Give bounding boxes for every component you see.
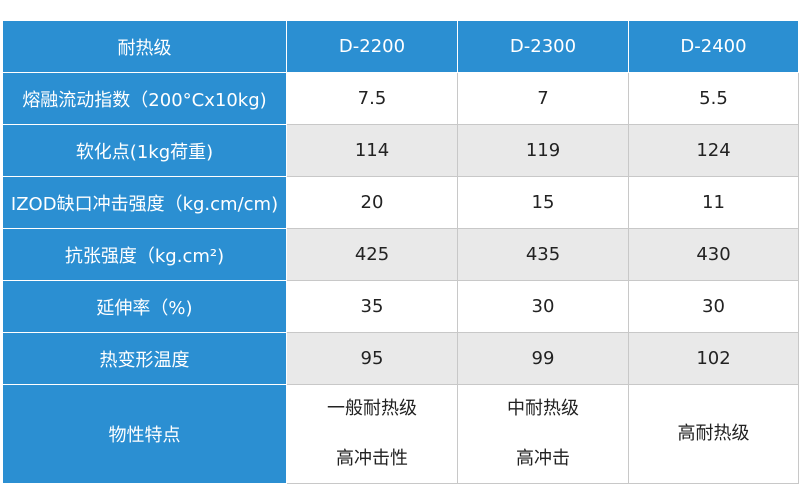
header-row: 耐热级 D-2200 D-2300 D-2400: [2, 20, 799, 73]
cell-line: 一般耐热级: [327, 398, 417, 419]
data-cell: 35: [286, 280, 458, 333]
data-cell: 435: [457, 228, 629, 281]
header-cell: 耐热级: [2, 20, 287, 73]
data-cell: 114: [286, 124, 458, 177]
data-cell: 15: [457, 176, 629, 229]
data-cell: 7.5: [286, 72, 458, 125]
data-cell: 高耐热级: [628, 384, 799, 484]
header-cell: D-2200: [286, 20, 458, 73]
data-row: IZOD缺口冲击强度（kg.cm/cm) 20 15 11: [2, 176, 799, 229]
data-cell: 11: [628, 176, 799, 229]
data-cell: 119: [457, 124, 629, 177]
data-cell: 425: [286, 228, 458, 281]
data-cell: 102: [628, 332, 799, 385]
data-row: 物性特点 一般耐热级 高冲击性 中耐热级 高冲击 高耐热级: [2, 384, 799, 484]
data-row: 熔融流动指数（200°Cx10kg) 7.5 7 5.5: [2, 72, 799, 125]
row-label: 熔融流动指数（200°Cx10kg): [2, 72, 287, 125]
data-cell: 124: [628, 124, 799, 177]
row-label: IZOD缺口冲击强度（kg.cm/cm): [2, 176, 287, 229]
cell-line: 高冲击: [516, 448, 570, 469]
data-cell: 30: [628, 280, 799, 333]
row-label: 物性特点: [2, 384, 287, 484]
data-row: 延伸率（%) 35 30 30: [2, 280, 799, 333]
data-cell: 20: [286, 176, 458, 229]
data-cell: 99: [457, 332, 629, 385]
data-row: 抗张强度（kg.cm²) 425 435 430: [2, 228, 799, 281]
cell-line: 中耐热级: [507, 398, 579, 419]
data-cell: 5.5: [628, 72, 799, 125]
data-cell: 7: [457, 72, 629, 125]
data-cell: 一般耐热级 高冲击性: [286, 384, 458, 484]
row-label: 延伸率（%): [2, 280, 287, 333]
cell-line: 高耐热级: [677, 423, 750, 444]
header-cell: D-2400: [628, 20, 799, 73]
table-wrap: 耐热级 D-2200 D-2300 D-2400 熔融流动指数（200°Cx10kg) 7…: [2, 20, 799, 484]
row-label: 抗张强度（kg.cm²): [2, 228, 287, 281]
cell-line: 高冲击性: [336, 448, 408, 469]
data-cell: 中耐热级 高冲击: [457, 384, 629, 484]
data-row: 热变形温度 95 99 102: [2, 332, 799, 385]
data-cell: 430: [628, 228, 799, 281]
row-label: 热变形温度: [2, 332, 287, 385]
row-label: 软化点(1kg荷重): [2, 124, 287, 177]
data-cell: 30: [457, 280, 629, 333]
spec-table: 耐热级 D-2200 D-2300 D-2400 熔融流动指数（200°Cx10kg) 7…: [2, 20, 799, 484]
header-cell: D-2300: [457, 20, 629, 73]
data-cell: 95: [286, 332, 458, 385]
data-row: 软化点(1kg荷重) 114 119 124: [2, 124, 799, 177]
